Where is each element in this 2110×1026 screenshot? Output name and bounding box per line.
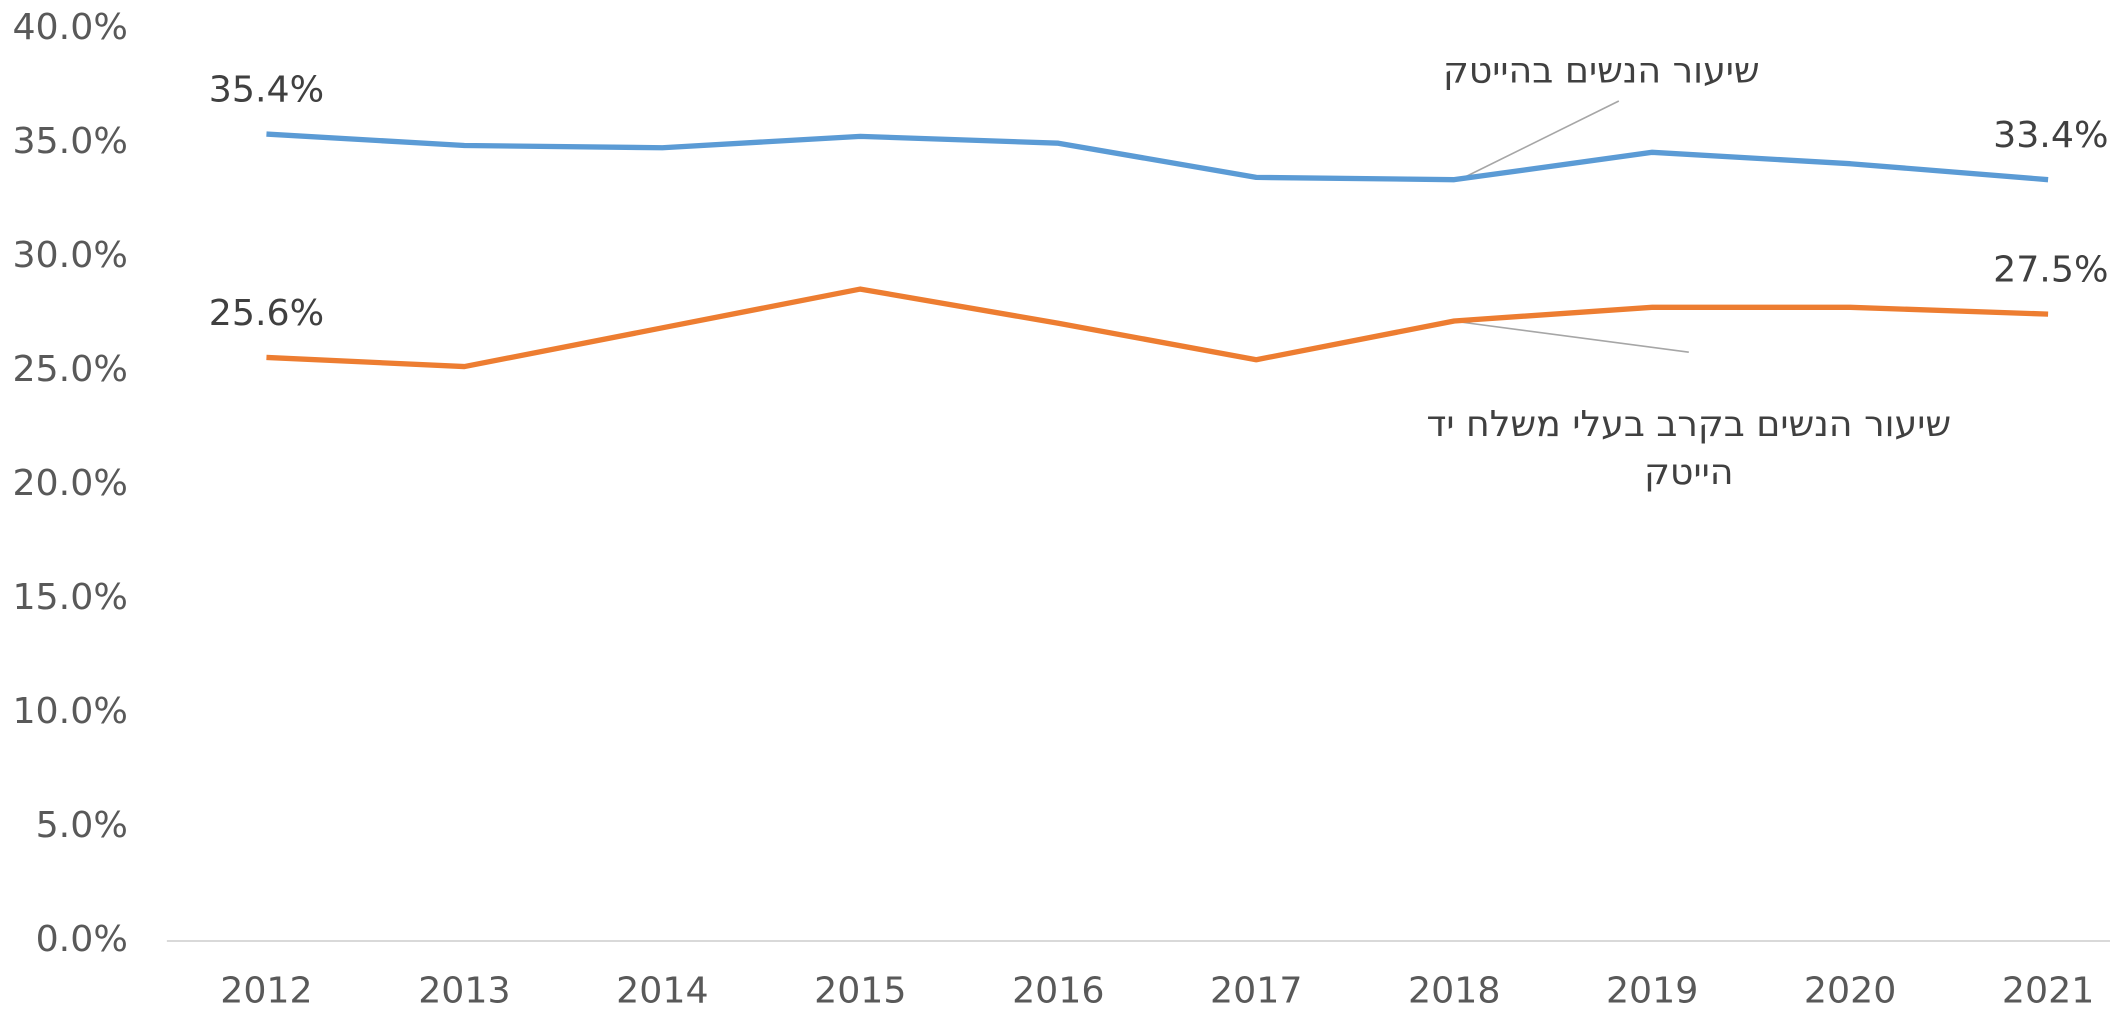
x-tick-label: 2021 <box>2002 969 2094 1012</box>
series-line <box>266 286 2049 370</box>
leader-line <box>1457 320 1689 353</box>
data-label: 25.6% <box>209 291 324 334</box>
y-tick-label: 35.0% <box>12 119 127 162</box>
x-tick-label: 2017 <box>1210 969 1302 1012</box>
series-name: שיעור הנשים בקרב בעלי משלח יד הייטק <box>1426 404 1952 494</box>
y-tick-label: 10.0% <box>12 689 127 732</box>
data-label: 33.4% <box>1993 113 2108 156</box>
y-tick-label: 25.0% <box>12 347 127 390</box>
data-label: 35.4% <box>209 68 324 111</box>
y-tick-label: 20.0% <box>12 461 127 504</box>
series-line <box>266 131 2049 183</box>
series-name: שיעור הנשים בהייטק <box>1442 50 1760 92</box>
x-tick-label: 2020 <box>1804 969 1896 1012</box>
x-tick-label: 2018 <box>1408 969 1500 1012</box>
y-tick-label: 5.0% <box>36 803 128 846</box>
x-tick-label: 2014 <box>616 969 708 1012</box>
y-tick-label: 30.0% <box>12 233 127 276</box>
y-tick-label: 15.0% <box>12 575 127 618</box>
x-tick-label: 2015 <box>814 969 906 1012</box>
series-annotation: שיעור הנשים בהייטק <box>1442 50 1760 92</box>
y-tick-label: 40.0% <box>12 5 127 48</box>
x-tick-label: 2012 <box>220 969 312 1012</box>
series-annotation: שיעור הנשים בקרב בעלי משלח יד הייטק <box>1426 404 1952 494</box>
y-tick-label: 0.0% <box>36 917 128 960</box>
leader-line <box>1456 100 1620 182</box>
x-tick-label: 2013 <box>418 969 510 1012</box>
x-tick-label: 2016 <box>1012 969 1104 1012</box>
x-tick-label: 2019 <box>1606 969 1698 1012</box>
data-label: 27.5% <box>1993 248 2108 291</box>
